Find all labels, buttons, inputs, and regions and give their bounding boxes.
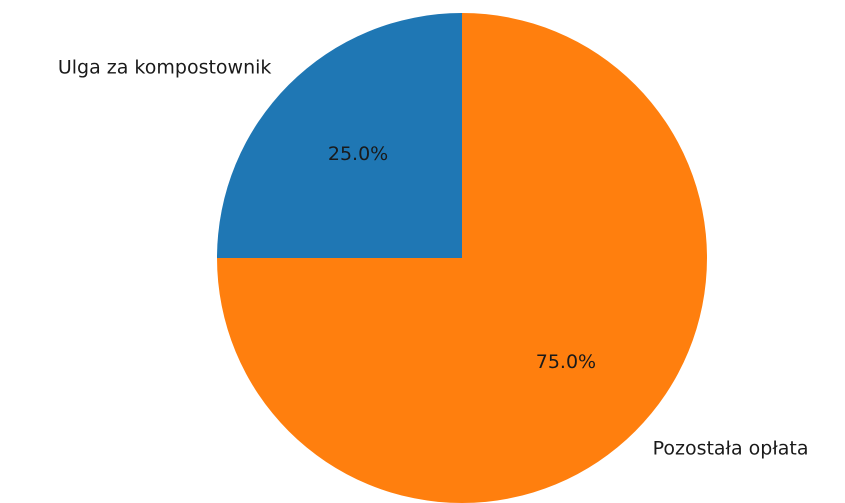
pie-slice-0 (217, 13, 462, 258)
pie-pct-label-0: 25.0% (328, 143, 388, 165)
pie-slice-label-0: Ulga za kompostownik (58, 56, 272, 78)
pie-slice-1 (217, 13, 707, 503)
pie-pct-label-1: 75.0% (536, 351, 596, 373)
pie-slices (217, 13, 707, 503)
pie-slice-label-1: Pozostała opłata (653, 438, 809, 460)
pie-labels: 25.0% Ulga za kompostownik 75.0% Pozostała … (58, 56, 809, 459)
